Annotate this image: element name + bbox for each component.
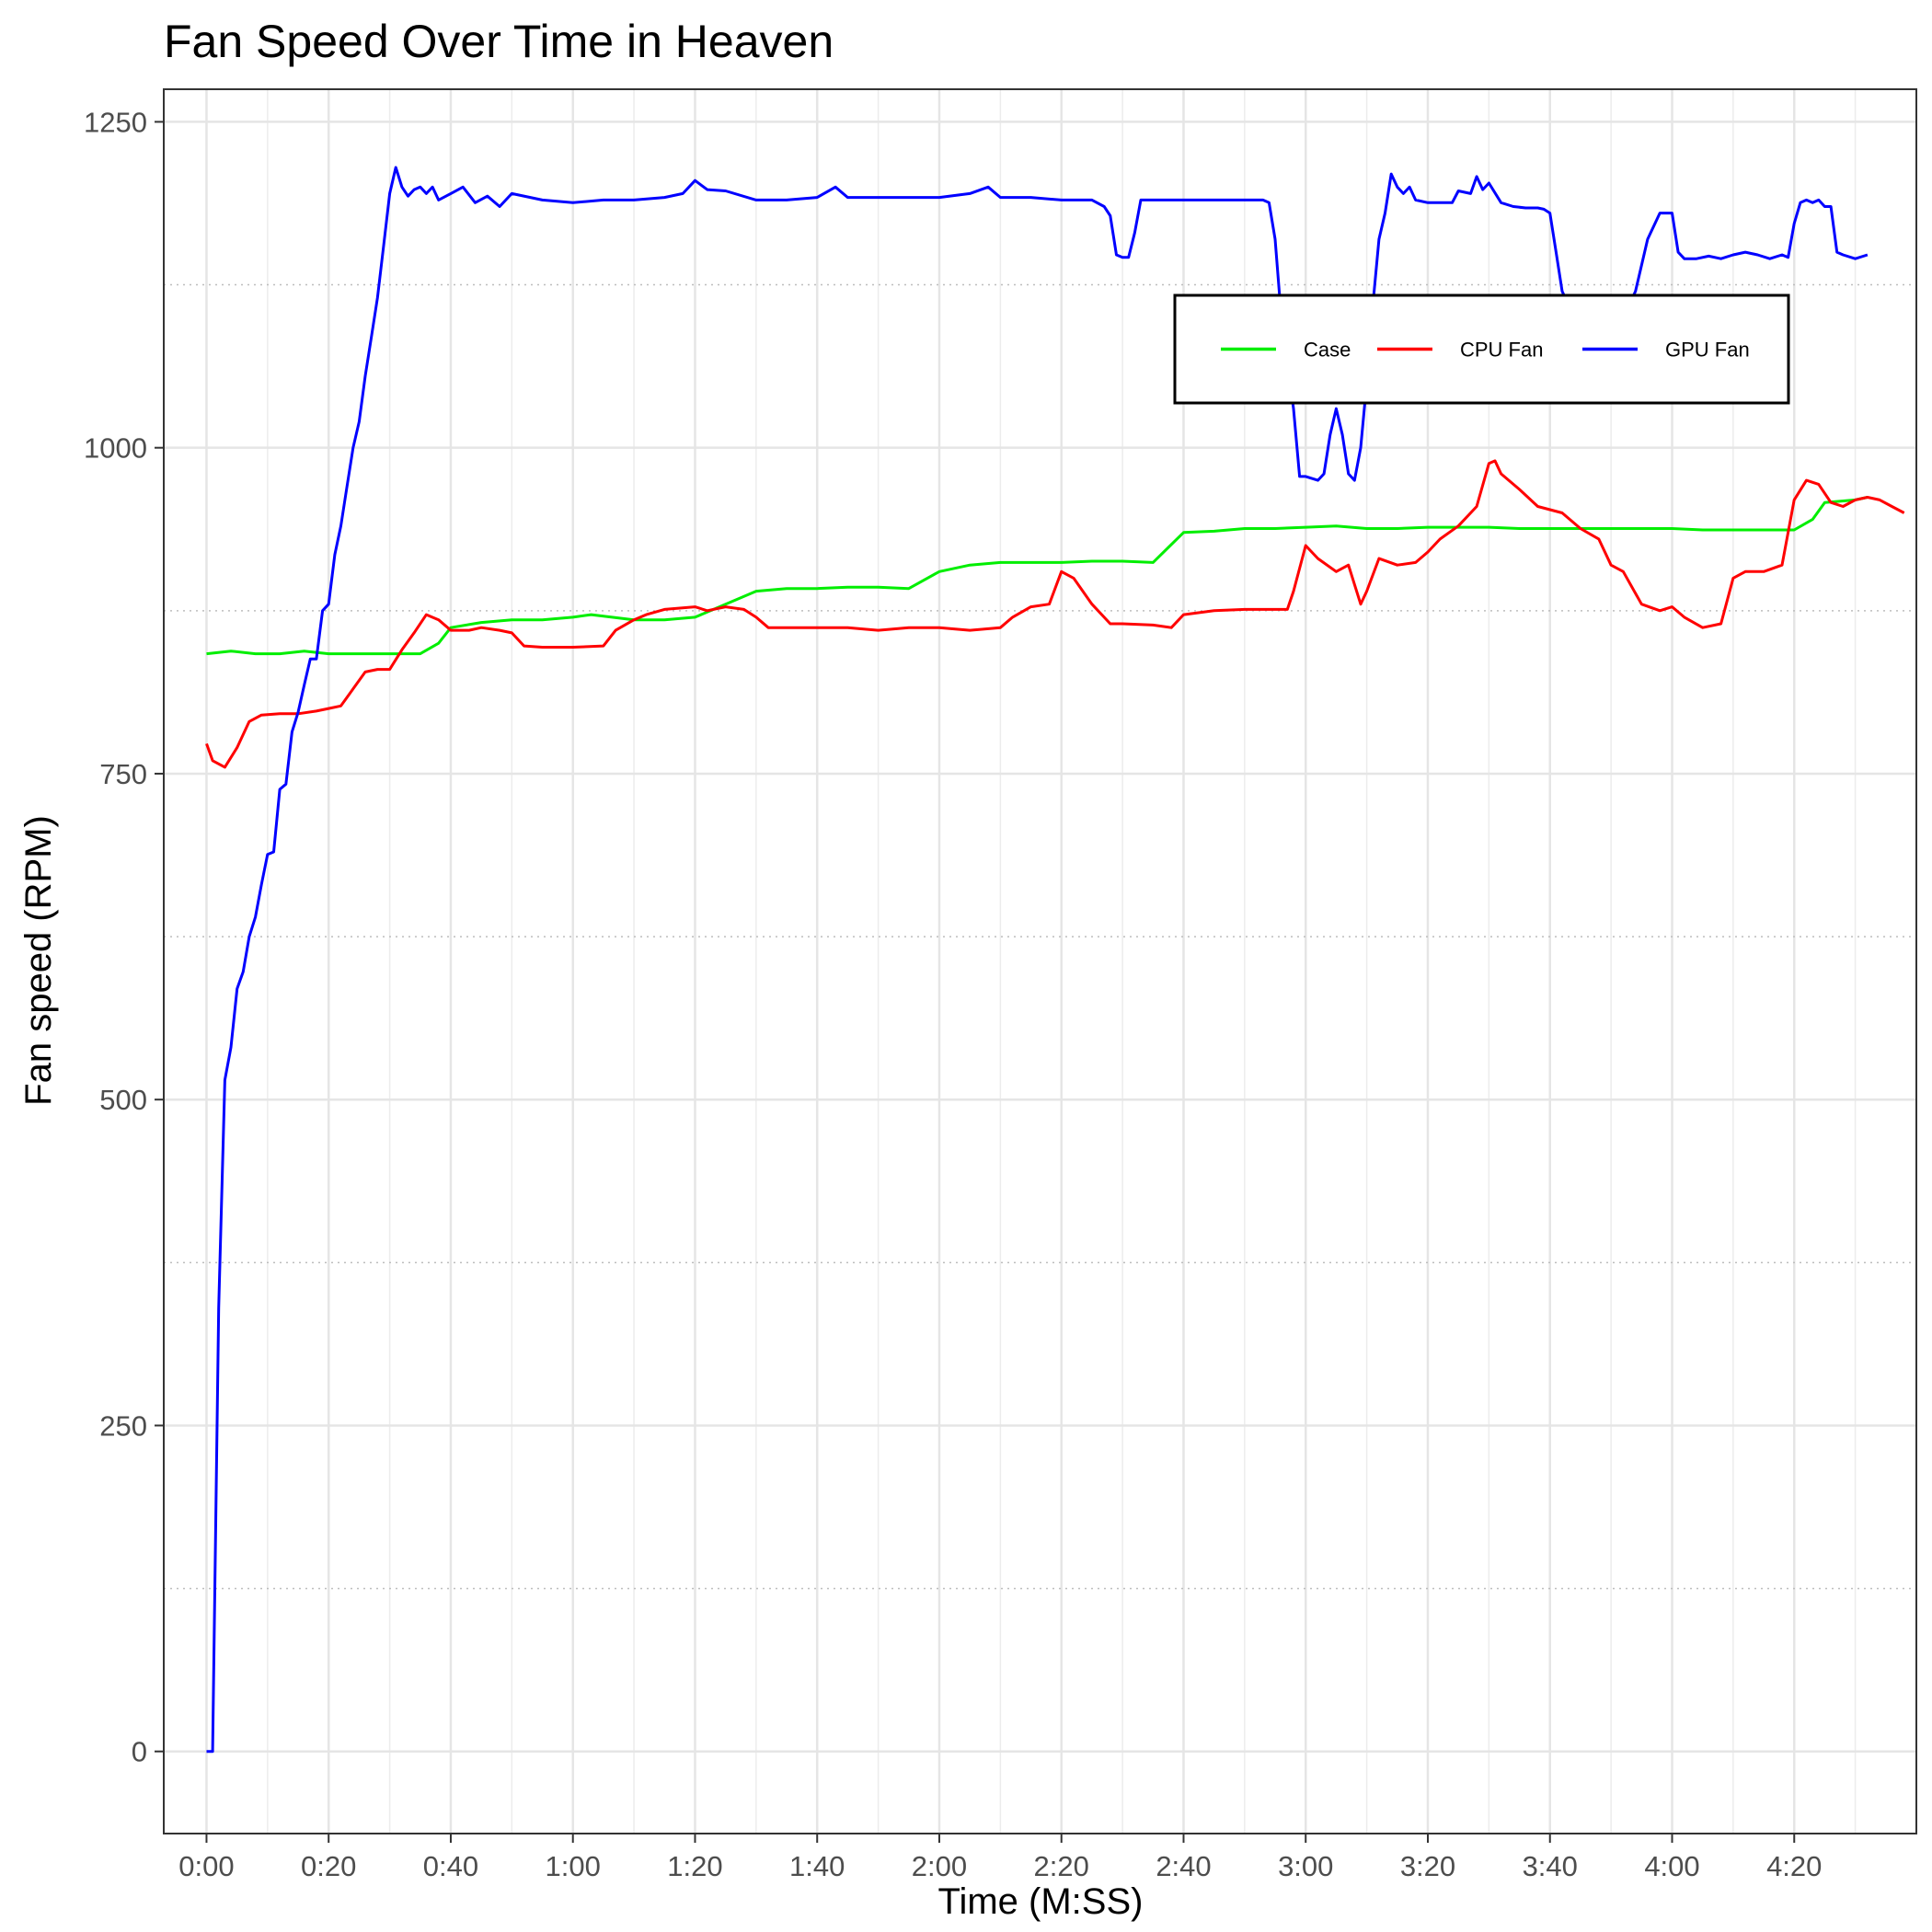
x-tick-label: 4:00 (1644, 1850, 1699, 1882)
legend-label: GPU Fan (1665, 339, 1750, 362)
x-tick-label: 1:20 (667, 1850, 722, 1882)
legend-label: Case (1304, 339, 1351, 362)
x-tick-label: 0:00 (178, 1850, 234, 1882)
plot-panel-border (163, 88, 1917, 1834)
x-tick-label: 1:00 (546, 1850, 601, 1882)
x-tick-label: 4:20 (1766, 1850, 1822, 1882)
y-axis-title: Fan speed (RPM) (18, 815, 59, 1106)
series-line-cpu-fan (205, 459, 1905, 769)
legend-label: CPU Fan (1460, 339, 1543, 362)
y-tick-label: 250 (99, 1409, 147, 1442)
x-tick-label: 3:20 (1400, 1850, 1455, 1882)
x-tick-label: 0:20 (301, 1850, 356, 1882)
x-tick-label: 2:00 (912, 1850, 967, 1882)
y-tick-label: 750 (99, 758, 147, 790)
x-tick-label: 1:40 (789, 1850, 845, 1882)
legend: Case CPU Fan GPU Fan (1173, 293, 1790, 405)
y-tick-label: 1250 (84, 106, 147, 138)
y-tick-label: 1000 (84, 432, 147, 465)
y-tick-label: 500 (99, 1084, 147, 1116)
y-tick-label: 0 (132, 1736, 147, 1768)
series-layer (205, 166, 1905, 1754)
x-tick-label: 2:40 (1156, 1850, 1211, 1882)
x-tick-label: 2:20 (1034, 1850, 1089, 1882)
x-axis-title: Time (M:SS) (938, 1881, 1144, 1922)
chart-title: Fan Speed Over Time in Heaven (164, 16, 834, 67)
series-line-case (206, 496, 1869, 656)
x-tick-label: 0:40 (423, 1850, 478, 1882)
x-tick-label: 3:40 (1523, 1850, 1578, 1882)
x-tick-label: 3:00 (1278, 1850, 1333, 1882)
legend-box (1173, 293, 1790, 405)
series-line-gpu-fan (206, 166, 1869, 1754)
axes-layer: 0:00 0:20 0:40 1:00 1:20 1:40 2:00 2:20 2:40 3:00… (84, 88, 1917, 1882)
